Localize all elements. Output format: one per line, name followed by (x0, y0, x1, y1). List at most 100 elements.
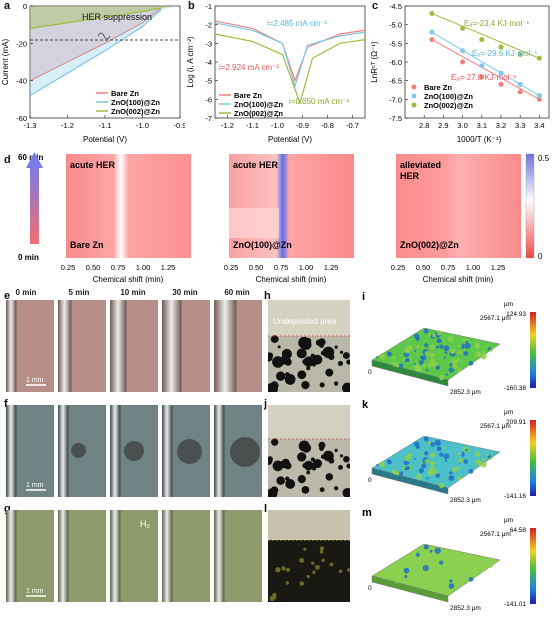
heatmap-zno100 (229, 154, 354, 258)
time-5: 5 min (68, 288, 90, 297)
xtick-d: 1.25 (324, 263, 339, 272)
annotation-her-suppression: HER suppression (82, 12, 152, 22)
time-30: 30 min (172, 288, 198, 297)
panel-label-c: c (372, 0, 379, 12)
xtick-d: 1.00 (299, 263, 314, 272)
tafel-series (214, 22, 366, 89)
data-point (460, 59, 466, 65)
optical-frame (162, 405, 210, 497)
ea-blue: Eₐ=-29.6 KJ·mol⁻¹ (472, 49, 538, 58)
ytick: -4.5 (389, 2, 402, 11)
data-point (460, 25, 466, 31)
ea-red: Eₐ=-27.8 KJ·mol⁻¹ (451, 73, 517, 82)
optical-row-g (6, 510, 262, 602)
time-arrow (30, 164, 39, 244)
xtick: 2.8 (419, 121, 429, 130)
optical-frame (110, 510, 158, 602)
xtick: 3.2 (496, 121, 506, 130)
optical-frame (214, 405, 262, 497)
optical-frame (214, 510, 262, 602)
ytick: -6 (205, 95, 212, 104)
time-60: 60 min (224, 288, 250, 297)
annotation-blue: i=2.485 mA cm⁻² (267, 19, 327, 28)
legend-item: ZnO(100)@Zn (424, 92, 473, 101)
xtick: -1.2 (221, 121, 234, 130)
scale-overlays: 1 mm 1 mm H₂ 1 mm (26, 377, 150, 597)
panel-label-j: j (264, 398, 268, 410)
scale-f: 1 mm (26, 482, 44, 489)
min-k: -141.16 (504, 493, 526, 500)
panel-label-h: h (264, 290, 271, 302)
optical-row-f (6, 405, 262, 497)
surface-i: i 2567.1 μm 2852.3 μm 0 μm 124.93 -160.38 (360, 290, 554, 398)
time-0: 0 min (15, 288, 37, 297)
heatmap-bare-zn (66, 154, 191, 258)
fit-line (431, 13, 540, 59)
ytick: -6.0 (389, 58, 402, 67)
xlabel-b: Potential (V) (268, 135, 312, 144)
micro-j (268, 405, 350, 497)
panel-label-b: b (188, 0, 195, 12)
legend-item: Bare Zn (234, 91, 262, 100)
xtick-d: 0.50 (249, 263, 264, 272)
xlabel-a: Potential (V) (83, 135, 127, 144)
chart-b: i=2.485 mA cm⁻² i=2.924 mA cm⁻² i=0.650 … (186, 2, 366, 144)
xtick: 3.4 (534, 121, 544, 130)
panel-label-d: d (4, 154, 11, 166)
xtick-d: 0.25 (391, 263, 406, 272)
zero-i: 0 (368, 369, 372, 376)
ytick: 0 (23, 2, 27, 11)
map-sample-1: Bare Zn (70, 240, 104, 250)
data-point (536, 93, 542, 99)
xtick: 3.3 (515, 121, 525, 130)
xtick: -1.0 (136, 121, 149, 130)
xlen-i: 2852.3 μm (450, 389, 481, 396)
xtick-d: 0.25 (224, 263, 239, 272)
xtick-d: 0.75 (111, 263, 126, 272)
map-sample-3: ZnO(002)@Zn (400, 240, 459, 250)
xtick: -1.3 (24, 121, 37, 130)
legend-item: ZnO(002)@Zn (111, 107, 160, 116)
ytick: -5 (205, 77, 212, 86)
surface-m: m 2567.1 μm 2852.3 μm 0 μm 64.58 -141.01 (360, 506, 554, 614)
ytick: -60 (16, 114, 27, 123)
ytick: -7.5 (389, 114, 402, 123)
max-i: 124.93 (506, 311, 526, 318)
height-colorbar (530, 528, 536, 604)
map-title-3b: HER (400, 171, 420, 181)
xtick: 3.1 (477, 121, 487, 130)
optical-frame (162, 300, 210, 392)
optical-frame (214, 300, 262, 392)
xtick: 2.9 (438, 121, 448, 130)
panel-label-k: k (362, 399, 369, 411)
xlen-k: 2852.3 μm (450, 497, 481, 504)
micro-l (268, 510, 350, 602)
legend-item: Bare Zn (424, 83, 452, 92)
data-point (479, 63, 485, 69)
ytick: -1 (205, 2, 212, 11)
panel-label-m: m (362, 507, 372, 519)
map-title-1: acute HER (70, 160, 116, 170)
data-point (517, 89, 523, 95)
h2-label: H₂ (140, 519, 150, 529)
zero-k: 0 (368, 477, 372, 484)
data-point (517, 52, 523, 58)
xtick-d: 1.00 (466, 263, 481, 272)
data-point (479, 74, 485, 80)
data-point (429, 29, 435, 35)
panel-label-l: l (264, 503, 268, 515)
chart-c: Eₐ=-23.4 KJ·mol⁻¹ Eₐ=-29.6 KJ·mol⁻¹ Eₐ=-… (370, 2, 550, 144)
xtick: -0.7 (346, 121, 359, 130)
xtick-d: 0.75 (441, 263, 456, 272)
line-series (29, 9, 162, 97)
xtick: -0.9 (296, 121, 309, 130)
xtick: -1.1 (99, 121, 112, 130)
xlabel-d2: Chemical shift (min) (256, 275, 327, 283)
unit-i: μm (504, 301, 513, 308)
xtick: -0.8 (321, 121, 334, 130)
ylabel-a: Current (mA) (1, 39, 10, 86)
min-i: -160.38 (504, 385, 526, 392)
data-point (429, 37, 435, 43)
optical-frame (6, 405, 54, 497)
ytick: -7.0 (389, 95, 402, 104)
